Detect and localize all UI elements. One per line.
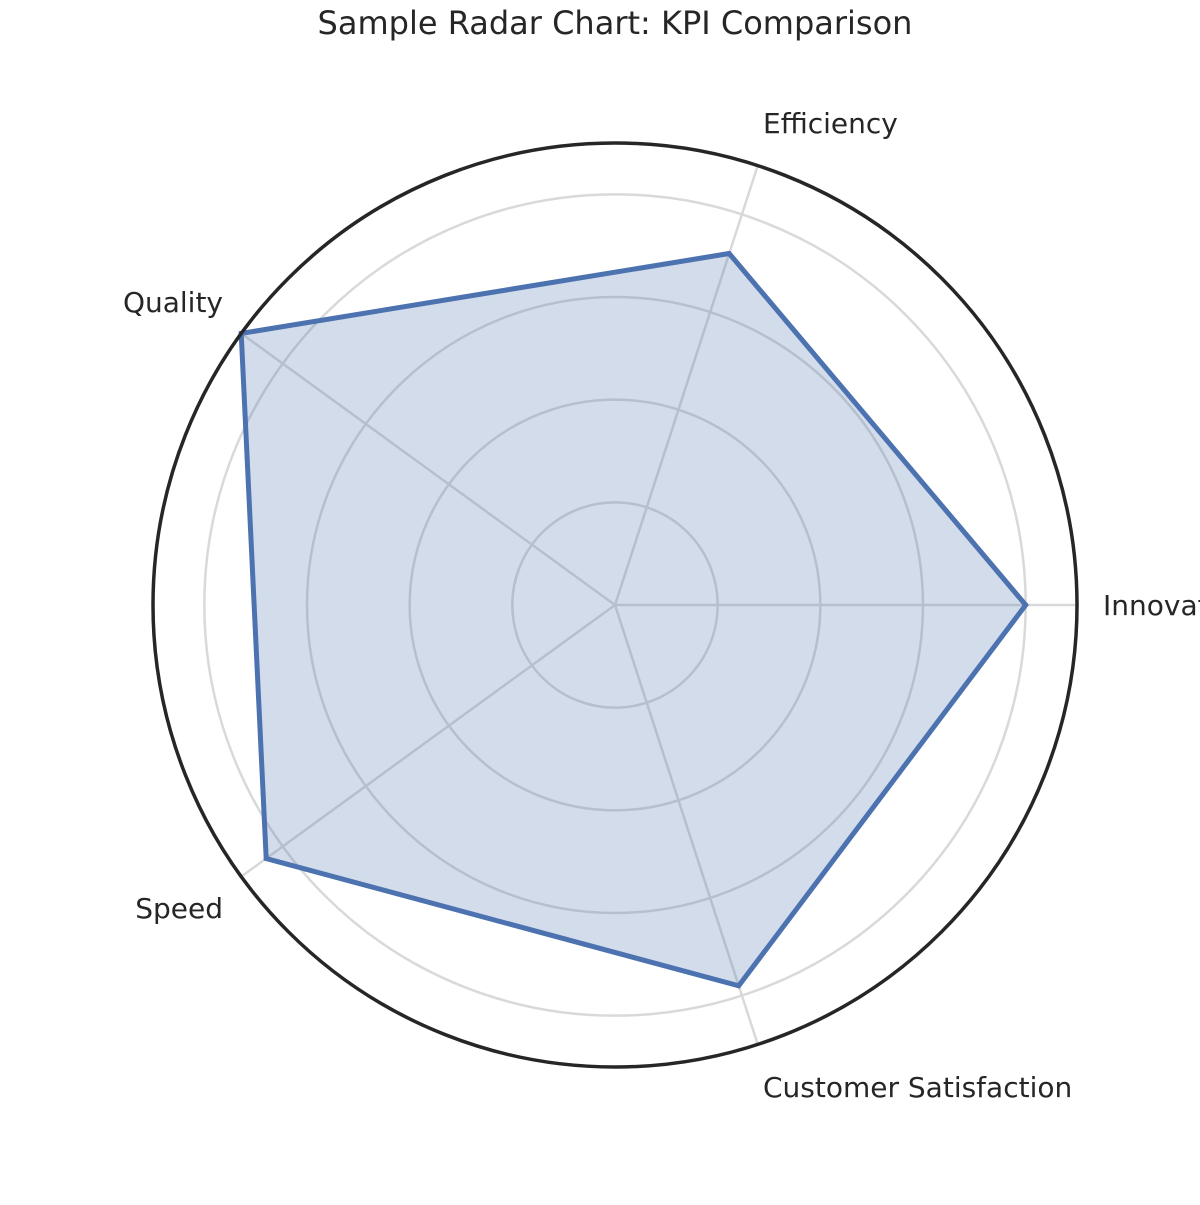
data-point-efficiency: [726, 250, 732, 256]
axis-label-innovation: Innovation: [1103, 589, 1200, 622]
axis-label-efficiency: Efficiency: [763, 107, 898, 140]
series-line-1: [238, 250, 1029, 989]
spoke-4: [240, 603, 616, 878]
axis-label-speed: Speed: [135, 892, 223, 925]
series-layer: [238, 250, 1029, 989]
data-point-innovation: [1023, 602, 1029, 608]
frame-layer: [151, 141, 1079, 1069]
spoke-3: [240, 332, 616, 607]
label-layer: Innovation Efficiency Quality Speed Customer…: [123, 107, 1200, 1104]
axis-label-customer-satisfaction: Customer Satisfaction: [763, 1071, 1072, 1104]
data-point-speed: [263, 855, 269, 861]
chart-title: Sample Radar Chart: KPI Comparison: [318, 4, 913, 42]
spoke-5: [613, 604, 759, 1045]
axis-label-quality: Quality: [123, 286, 223, 319]
data-point-customer-satisfaction: [736, 983, 742, 989]
spoke-2: [613, 165, 759, 606]
series-area-1: [241, 253, 1026, 986]
outer-frame: [151, 141, 1079, 1069]
